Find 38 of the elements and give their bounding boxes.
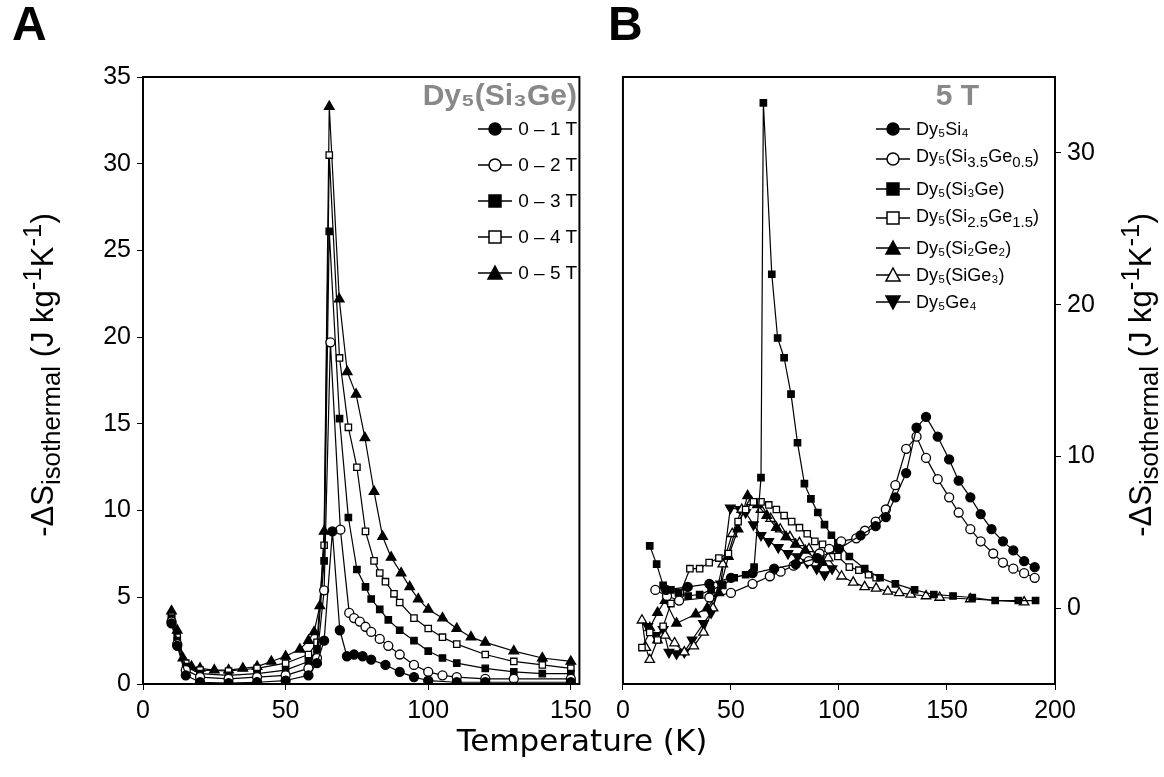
x-axis-title: Temperature (K) [455, 722, 709, 758]
legend-label: Dy₅Ge₄ [916, 291, 977, 314]
legend-label: Dy₅(Si₃Ge) [916, 177, 1005, 200]
y2-tick-label: 20 [1067, 288, 1095, 317]
legend-label: 0 – 5 T [518, 262, 577, 284]
legend-label: 0 – 2 T [518, 154, 577, 176]
y2-tick-label: 10 [1067, 440, 1095, 469]
x-tick-label: 50 [271, 694, 300, 723]
y-tick-label: 30 [103, 147, 131, 176]
x-tick-label: 100 [818, 694, 860, 723]
legend-label: Dy₅(SiGe₃) [916, 264, 1005, 287]
y-tick-label: 5 [117, 581, 131, 610]
x-tick-label: 0 [616, 694, 630, 723]
x-tick-label: 150 [926, 694, 968, 723]
legend-title: 5 T [935, 78, 980, 112]
chart-title: B [608, 0, 643, 51]
y-tick-label: 15 [103, 407, 131, 436]
legend-title: Dy₅(Si₃Ge) [422, 78, 577, 112]
x-tick-label: 150 [549, 694, 592, 723]
legend-label: 0 – 4 T [518, 226, 577, 248]
legend-label: 0 – 1 T [518, 118, 577, 140]
y-tick-label: 0 [117, 667, 131, 696]
x-tick-label: 0 [136, 694, 150, 723]
y-tick-label: 10 [103, 494, 131, 523]
y-tick-label: 25 [103, 234, 131, 263]
chart-title: A [12, 0, 47, 51]
y-tick-label: 35 [103, 60, 131, 89]
x-tick-label: 50 [717, 694, 745, 723]
y-tick-label: 20 [103, 321, 131, 350]
legend-label: Dy₅(Si₂Ge₂) [916, 237, 1012, 260]
legend-label: Dy₅(Si$_{3.5}$Ge$_{0.5}$) [916, 145, 1039, 172]
legend-label: 0 – 3 T [518, 190, 577, 212]
x-tick-label: 100 [407, 694, 450, 723]
y2-tick-label: 0 [1067, 592, 1081, 621]
x-tick-label: 200 [1034, 694, 1076, 723]
y2-tick-label: 30 [1067, 136, 1095, 165]
legend-label: Dy₅(Si$_{2.5}$Ge$_{1.5}$) [916, 204, 1039, 232]
legend-label: Dy₅Si₄ [916, 118, 969, 140]
